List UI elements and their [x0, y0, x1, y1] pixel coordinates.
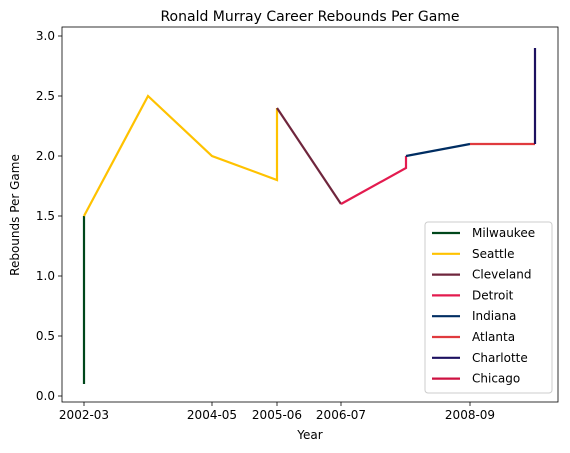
legend-box: [424, 221, 553, 394]
x-tick-label: 2006-07: [316, 408, 366, 422]
y-tick-label: 1.0: [36, 269, 55, 283]
x-tick-label: 2005-06: [252, 408, 302, 422]
legend-label-atlanta: Atlanta: [472, 330, 515, 344]
y-tick-label: 2.0: [36, 149, 55, 163]
y-axis-title: Rebounds Per Game: [8, 154, 22, 276]
legend-label-indiana: Indiana: [472, 309, 516, 323]
plot-frame: [61, 26, 559, 403]
y-tick-label: 1.5: [36, 209, 55, 223]
series-line-seattle: [83, 94, 279, 217]
y-tick-label: 3.0: [36, 29, 55, 43]
x-tick-label: 2008-09: [445, 408, 495, 422]
legend-label-cleveland: Cleveland: [472, 268, 532, 282]
legend-label-detroit: Detroit: [472, 288, 514, 302]
legend: Milwaukee Seattle Cleveland Detroit Indiana A…: [424, 221, 553, 394]
y-axis: 0.0 0.5 1.0 1.5 2.0 2.5 3.0: [36, 29, 62, 403]
x-tick-label: 2002-03: [59, 408, 109, 422]
x-axis-title: Year: [296, 428, 322, 442]
series-line-cleveland: [276, 107, 342, 205]
legend-label-milwaukee: Milwaukee: [472, 226, 535, 240]
x-axis: 2002-03 2004-05 2005-06 2006-07 2008-09: [59, 402, 495, 422]
y-tick-label: 2.5: [36, 89, 55, 103]
x-tick-label: 2004-05: [187, 408, 237, 422]
y-tick-label: 0.0: [36, 389, 55, 403]
series-line-detroit: [340, 156, 408, 205]
series-line-indiana: [405, 142, 471, 158]
legend-label-charlotte: Charlotte: [472, 351, 528, 365]
legend-label-chicago: Chicago: [472, 372, 520, 386]
series-lines: [82, 48, 537, 384]
legend-label-seattle: Seattle: [472, 247, 514, 261]
y-tick-label: 0.5: [36, 329, 55, 343]
chart-title: Ronald Murray Career Rebounds Per Game: [160, 9, 459, 25]
